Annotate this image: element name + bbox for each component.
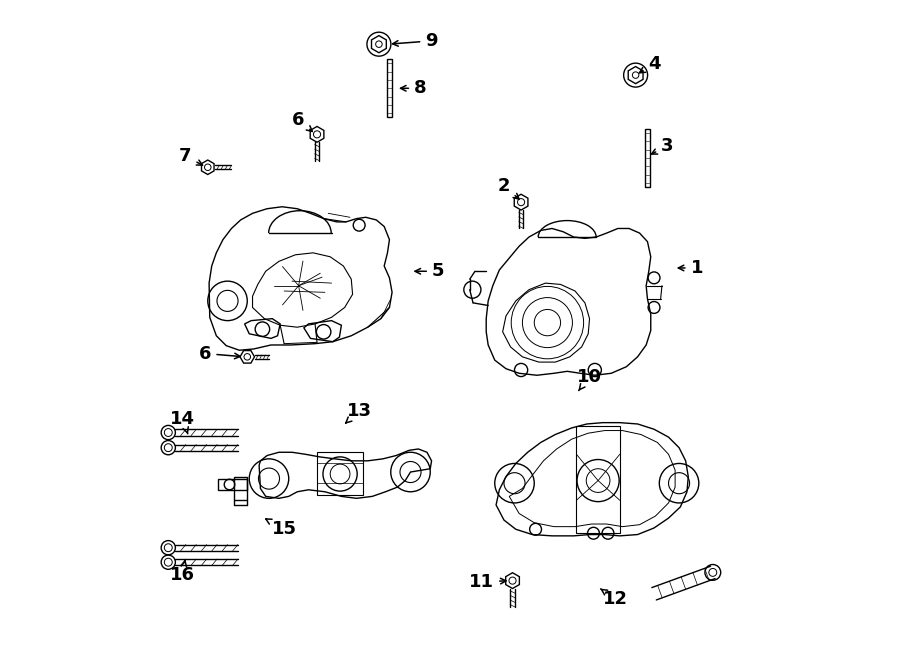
Text: 1: 1 [679, 259, 703, 277]
Text: 10: 10 [577, 368, 602, 391]
Text: 9: 9 [392, 32, 437, 50]
Text: 11: 11 [469, 573, 506, 591]
Text: 12: 12 [600, 589, 628, 608]
Text: 5: 5 [415, 262, 445, 280]
Text: 14: 14 [170, 410, 195, 434]
Text: 15: 15 [266, 519, 297, 538]
Text: 6: 6 [292, 111, 312, 132]
Text: 13: 13 [346, 402, 372, 423]
Text: 8: 8 [400, 79, 427, 97]
Text: 6: 6 [199, 344, 240, 362]
Text: 7: 7 [179, 147, 203, 165]
Text: 2: 2 [498, 176, 519, 199]
Text: 3: 3 [652, 137, 673, 155]
Text: 4: 4 [640, 55, 661, 73]
Text: 16: 16 [169, 561, 194, 584]
